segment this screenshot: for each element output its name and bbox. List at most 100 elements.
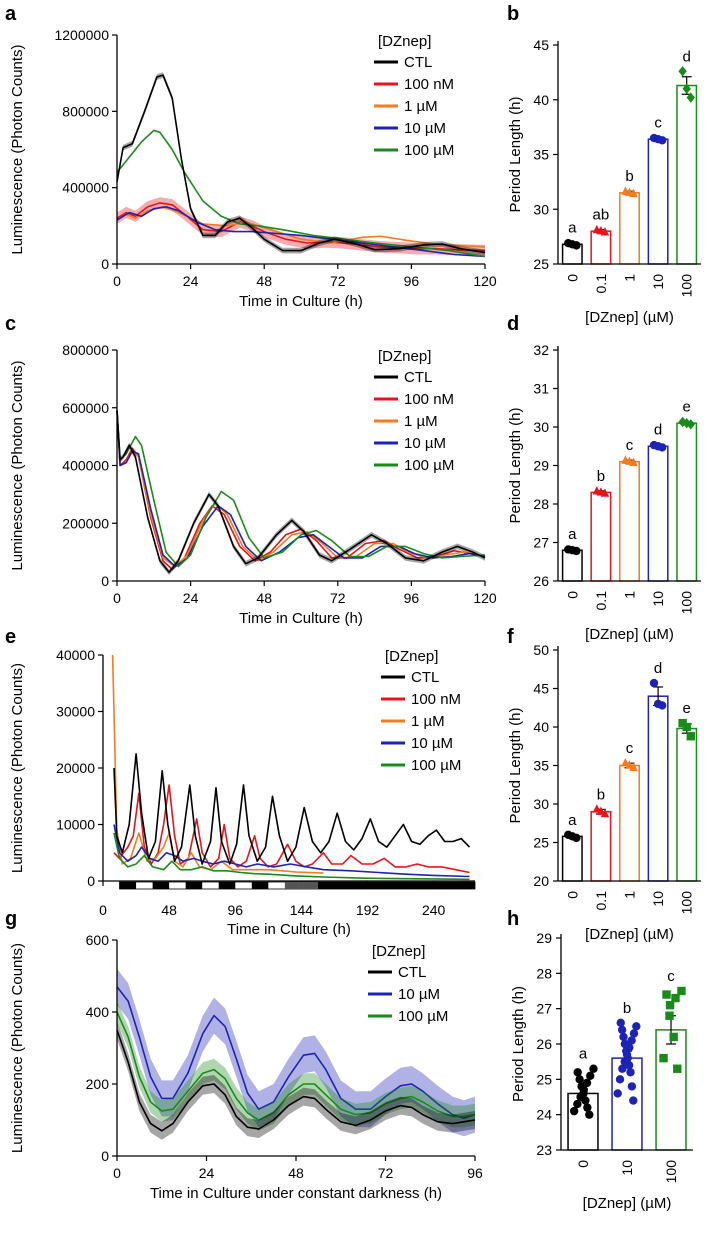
y-tick-label: 200	[86, 1076, 110, 1092]
bar	[619, 460, 640, 582]
panel-e: e 0 10000 20000 30000 40000 0 48 96 144 192 240 Time…	[5, 626, 476, 938]
data-point	[569, 1106, 579, 1116]
panel-a: a 0 400000 800000 1200000 0 24 48 72 96 120 Time in…	[5, 3, 497, 310]
legend-label: CTL	[404, 369, 432, 386]
data-point	[620, 1039, 630, 1049]
bar	[676, 422, 698, 582]
data-point	[665, 1000, 675, 1010]
significance-letter: b	[597, 786, 605, 803]
series-line-100-m	[113, 832, 470, 881]
panel-c: c 0 200000 400000 600000 800000 0 24 48 72 96 120 Ti…	[5, 313, 497, 627]
legend-title: [DZnep]	[378, 33, 431, 50]
x-tick-label: 96	[404, 273, 420, 289]
x-tick-label: 0	[564, 891, 580, 899]
x-tick-label: 100	[679, 591, 695, 615]
x-axis-title: Time in Culture (h)	[227, 921, 351, 938]
y-tick-label: 200000	[62, 515, 109, 531]
dark-phase-block	[119, 882, 137, 889]
y-tick-label: 27	[533, 535, 549, 551]
data-point	[649, 133, 659, 143]
data-point	[619, 1032, 628, 1042]
x-tick-label: 0	[99, 902, 107, 918]
significance-letter: d	[654, 660, 662, 677]
bar	[647, 138, 669, 265]
dark-phase-block	[185, 882, 203, 889]
y-tick-label: 50	[533, 642, 549, 658]
significance-letter: b	[623, 1000, 631, 1017]
x-tick-label: 100	[679, 891, 695, 915]
series-line-ctl	[116, 74, 486, 254]
y-tick-label: 600	[86, 932, 110, 948]
y-tick-label: 24	[536, 1107, 552, 1123]
significance-letter: e	[683, 399, 691, 416]
bar	[590, 810, 612, 882]
y-tick-label: 32	[533, 342, 549, 358]
panel-letter: g	[5, 908, 17, 930]
data-point	[627, 1082, 637, 1091]
x-tick-label: 72	[330, 590, 346, 606]
dark-phase-block	[284, 882, 318, 889]
data-point	[677, 986, 686, 996]
series-line-100-m	[116, 129, 486, 258]
data-point	[592, 804, 602, 813]
panel-letter: a	[5, 3, 17, 25]
data-point	[653, 699, 663, 709]
panel-g: g 0 200 400 600 0 24 48 72 96 Time in Culture unde…	[5, 908, 483, 1202]
x-axis-title: [DZnep] (µM)	[585, 309, 674, 326]
data-point	[592, 224, 602, 234]
significance-letter: b	[597, 468, 605, 485]
dark-phase-block	[317, 882, 475, 889]
x-tick-label: 72	[378, 1165, 394, 1181]
significance-letter: a	[568, 220, 577, 237]
bar	[590, 491, 612, 582]
dark-phase-block	[218, 882, 236, 889]
y-tick-label: 0	[87, 873, 95, 889]
y-tick-label: 45	[533, 37, 549, 53]
y-tick-label: 28	[533, 496, 549, 512]
significance-letter: e	[683, 700, 691, 717]
y-tick-label: 40	[533, 92, 549, 108]
data-point	[665, 1011, 674, 1020]
y-tick-label: 29	[536, 930, 552, 946]
legend-label: 1 µM	[404, 413, 438, 430]
y-tick-label: 35	[533, 147, 549, 163]
bar	[655, 1029, 687, 1151]
data-point	[564, 830, 573, 839]
data-point	[616, 1018, 625, 1027]
x-tick-label: 1	[622, 891, 638, 899]
x-tick-label: 48	[256, 273, 272, 289]
x-tick-label: 72	[330, 273, 346, 289]
series-line-100-nm	[113, 784, 470, 874]
data-point	[627, 1036, 636, 1045]
y-tick-label: 0	[101, 256, 109, 272]
x-tick-label: 48	[256, 590, 272, 606]
x-tick-label: 192	[356, 902, 380, 918]
y-tick-label: 20	[533, 873, 549, 889]
x-tick-label: 24	[199, 1165, 215, 1181]
series-line-100-m	[116, 410, 486, 568]
y-tick-label: 25	[533, 835, 549, 851]
legend-label: 10 µM	[404, 435, 446, 452]
y-tick-label: 0	[101, 1148, 109, 1164]
legend-label: 10 µM	[404, 120, 446, 137]
panel-b: b a 0 ab 0.1 b 1 c 10 d 100 25 30 35 40 45 [DZnep] (µM) P…	[507, 3, 701, 326]
x-tick-label: 100	[663, 1160, 679, 1184]
data-point	[583, 1103, 592, 1112]
error-band-ctl	[117, 407, 485, 576]
series-line-10-m	[116, 410, 486, 568]
data-point	[600, 808, 610, 818]
bar	[590, 230, 612, 265]
panel-letter: f	[507, 626, 514, 648]
legend-title: [DZnep]	[385, 648, 438, 665]
panel-h: h a 0 b 10 c 100 23 24 25 26 27 28 29 [DZnep] (µM) Peri…	[507, 908, 693, 1212]
y-tick-label: 35	[533, 758, 549, 774]
y-tick-label: 23	[536, 1142, 552, 1158]
y-tick-label: 400000	[62, 458, 109, 474]
legend-label: 100 nM	[404, 391, 454, 408]
x-axis-title: Time in Culture (h)	[239, 293, 363, 310]
legend-label: 1 µM	[404, 98, 438, 115]
x-tick-label: 0	[564, 591, 580, 599]
legend-title: [DZnep]	[372, 943, 425, 960]
y-tick-label: 400	[86, 1004, 110, 1020]
